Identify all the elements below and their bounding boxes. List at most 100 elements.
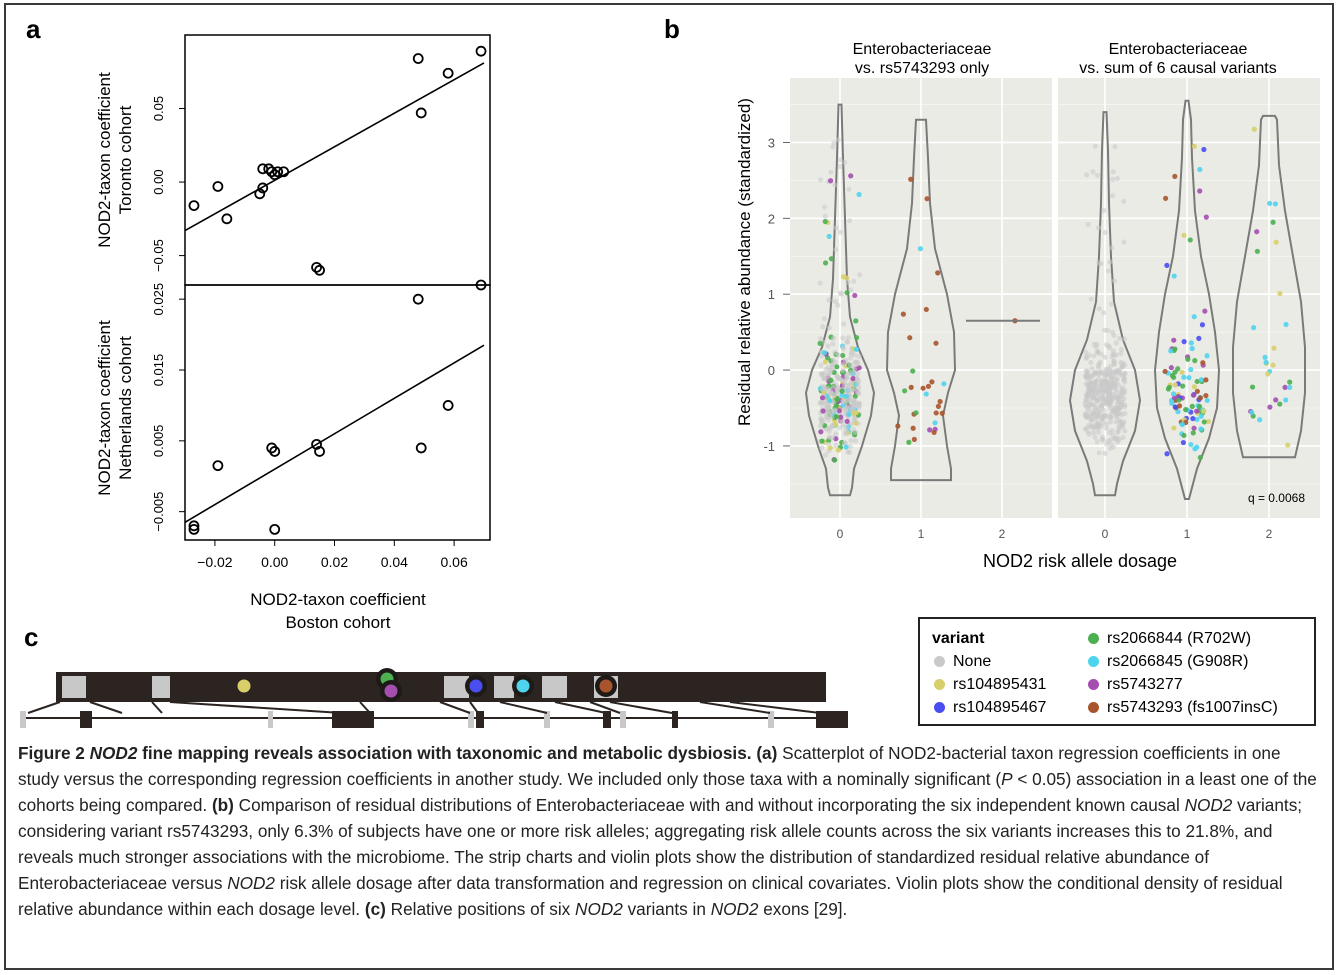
strip-point	[1109, 193, 1116, 199]
facet1-title-line2: vs. rs5743293 only	[855, 60, 989, 77]
x-tick-label: 0.00	[261, 554, 288, 570]
strip-point	[820, 324, 826, 330]
strip-point	[1100, 437, 1106, 443]
strip-point	[1098, 413, 1104, 419]
legend-dot	[934, 679, 945, 690]
strip-point	[1251, 325, 1257, 331]
strip-point	[827, 391, 834, 397]
strip-point	[1095, 388, 1102, 395]
strip-point	[843, 428, 849, 434]
strip-point	[1109, 381, 1115, 387]
strip-point	[1197, 188, 1203, 194]
exon-connector	[89, 701, 123, 714]
strip-point	[1169, 400, 1175, 406]
exon	[672, 711, 678, 728]
strip-point	[1114, 439, 1121, 445]
legend-dot	[1088, 633, 1099, 644]
panel-label-b: b	[664, 14, 680, 44]
data-point	[311, 261, 322, 273]
x-tick-label: 0	[1102, 527, 1109, 541]
strip-point	[1180, 383, 1186, 389]
strip-point	[848, 437, 854, 444]
figure-caption: Figure 2 NOD2 fine mapping reveals assoc…	[18, 740, 1323, 922]
strip-point	[839, 377, 845, 383]
strip-point	[841, 321, 847, 327]
strip-point	[1203, 392, 1209, 399]
caption-c-label: (c)	[364, 899, 386, 919]
xlabel-line2: Boston cohort	[286, 613, 391, 632]
strip-point	[842, 357, 849, 363]
ylabel-toronto-line2: Toronto cohort	[116, 105, 135, 214]
strip-point	[925, 383, 932, 389]
strip-point	[840, 344, 846, 350]
strip-point	[817, 340, 823, 346]
strip-point	[852, 429, 858, 436]
strip-point	[856, 401, 862, 407]
strip-point	[932, 420, 938, 426]
strip-point	[850, 400, 857, 406]
strip-point	[1118, 346, 1125, 353]
strip-point	[1164, 451, 1170, 457]
strip-point	[837, 418, 843, 424]
strip-point	[900, 311, 906, 317]
strip-point	[1096, 450, 1102, 456]
strip-point	[1116, 335, 1123, 341]
strip-point	[1102, 327, 1108, 333]
strip-point	[830, 341, 836, 347]
strip-point	[1102, 229, 1108, 236]
strip-point	[1188, 366, 1194, 373]
data-point	[188, 520, 200, 532]
strip-point	[1111, 361, 1118, 367]
strip-point	[1113, 389, 1119, 395]
strip-point	[1104, 366, 1110, 372]
strip-point	[1086, 392, 1092, 398]
strip-point	[837, 157, 843, 163]
strip-point	[1113, 340, 1119, 346]
strip-point	[1270, 362, 1276, 368]
strip-point	[1090, 169, 1096, 175]
strip-point	[841, 382, 848, 388]
strip-point	[1113, 404, 1119, 410]
gene-exon-track	[20, 701, 848, 728]
strip-point	[1273, 397, 1279, 403]
strip-point	[1175, 409, 1181, 415]
strip-point	[853, 318, 859, 324]
data-point	[475, 279, 487, 291]
strip-point	[1083, 368, 1089, 374]
strip-point	[826, 297, 832, 303]
strip-point	[840, 352, 846, 359]
strip-point	[1082, 403, 1089, 409]
strip-point	[822, 218, 828, 225]
strip-point	[1171, 395, 1178, 401]
strip-point	[1254, 229, 1260, 235]
strip-point	[817, 335, 824, 342]
strip-point	[825, 385, 831, 392]
data-point	[221, 213, 233, 225]
exon	[768, 711, 774, 728]
strip-point	[857, 272, 863, 278]
x-tick-label: 0.02	[321, 554, 348, 570]
strip-point	[838, 291, 845, 297]
strip-point	[1114, 435, 1120, 441]
strip-point	[1121, 239, 1127, 245]
strip-point	[1198, 377, 1204, 383]
legend-title: variant	[932, 630, 985, 647]
strip-point	[933, 340, 939, 346]
strip-point	[1086, 352, 1092, 358]
legend-item: rs5743293 (fs1007insC)	[1088, 699, 1278, 717]
exon-connector	[151, 701, 163, 714]
strip-point	[847, 218, 853, 224]
strip-point	[1122, 410, 1128, 417]
data-point	[272, 166, 284, 178]
variant-marker	[384, 684, 398, 698]
strip-point	[1112, 144, 1118, 150]
data-point	[415, 442, 427, 454]
strip-point	[840, 399, 846, 405]
strip-point	[828, 178, 834, 184]
strip-point	[817, 280, 823, 286]
strip-point	[939, 410, 945, 416]
strip-point	[1093, 378, 1099, 385]
ylabel-netherlands-line2: Netherlands cohort	[116, 336, 135, 480]
strip-point	[842, 411, 848, 417]
caption-a-text2: < 0.05) association in a least one of th…	[18, 769, 1317, 815]
